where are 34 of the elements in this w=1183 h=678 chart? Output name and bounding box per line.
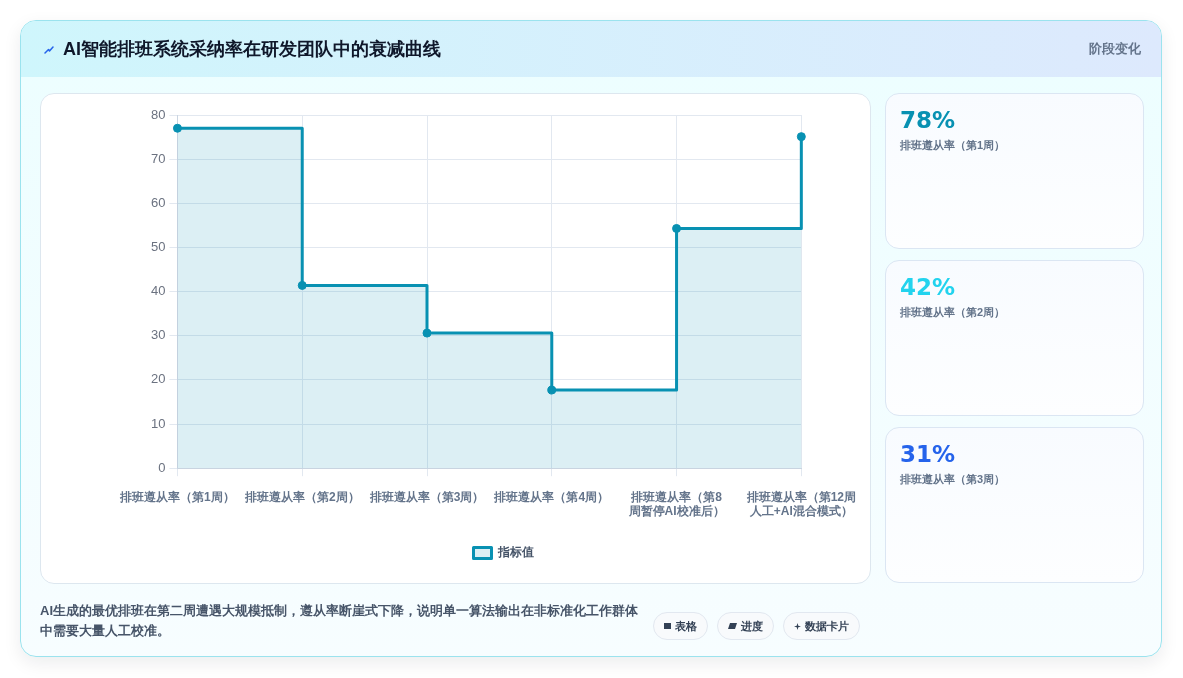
pill-button[interactable]: 进度 — [717, 612, 774, 640]
chart-title: AI智能排班系统采纳率在研发团队中的衰减曲线 — [63, 38, 441, 60]
x-tick-label: 排班遵从率（第4周） — [493, 489, 610, 504]
text: 42% — [900, 274, 956, 300]
y-tick-label: 0 — [158, 459, 166, 475]
text: 31% — [900, 441, 956, 467]
x-tick-label: 排班遵从率（第2周） — [243, 489, 360, 504]
pill-button[interactable]: 数据卡片 — [783, 612, 860, 640]
y-tick-label: 40 — [150, 283, 166, 299]
legend-label: 指标值 — [496, 545, 534, 560]
point — [547, 385, 557, 395]
x-tick-label: 排班遵从率（第1周） — [119, 489, 235, 504]
point — [672, 223, 682, 233]
text: 78% — [900, 107, 956, 133]
category-label: 排班遵从率（第1周） — [900, 138, 1006, 153]
x-tick-label: 排班遵从率（第3周） — [368, 489, 485, 504]
y-tick-label: 60 — [150, 194, 166, 210]
point — [172, 123, 182, 133]
x-tick-label: 排班遵从率（第8周暂停AI校准后） — [627, 489, 725, 519]
point — [297, 280, 307, 290]
y-tick-label: 80 — [150, 106, 166, 122]
text: AI生成的最优排班在第二周遭遇大规模抵制，遵从率断崖式下降，说明单一算法输出在非标准化工作群体中需要大量人工校准。 — [40, 602, 639, 640]
y-tick-label: 20 — [150, 371, 166, 387]
category-label: 排班遵从率（第3周） — [900, 472, 1006, 487]
y-tick-label: 10 — [150, 415, 166, 431]
text: 阶段变化 — [1089, 40, 1141, 58]
point — [796, 132, 806, 142]
category-label: 排班遵从率（第2周） — [900, 305, 1006, 320]
pill-button[interactable]: 表格 — [653, 612, 708, 640]
y-tick-label: 30 — [150, 327, 166, 343]
y-tick-label: 70 — [150, 150, 166, 166]
point — [422, 328, 432, 338]
x-tick-label: 排班遵从率（第12周人工+AI混合模式） — [745, 489, 857, 519]
y-tick-label: 50 — [150, 239, 166, 255]
